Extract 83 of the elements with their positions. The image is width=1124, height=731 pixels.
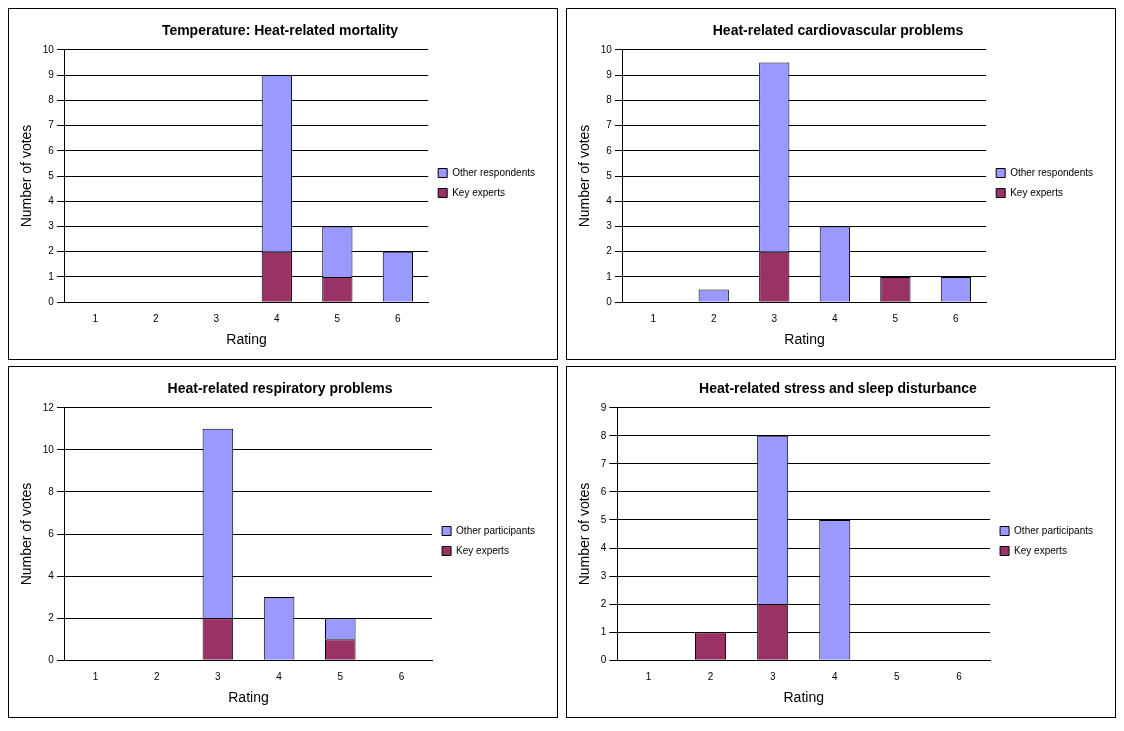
legend-label: Other respondents (452, 166, 535, 178)
x-tick-label: 5 (894, 670, 901, 682)
y-tick-label: 0 (606, 295, 613, 307)
legend-label: Other respondents (1010, 166, 1093, 178)
y-tick-label: 0 (48, 653, 55, 665)
y-tick-label: 1 (48, 270, 55, 282)
y-tick-label: 10 (42, 43, 55, 55)
y-axis-title: Number of votes (576, 482, 593, 586)
x-axis-title: Rating (228, 689, 269, 706)
y-tick-label: 6 (48, 527, 55, 539)
x-tick-label: 3 (769, 670, 776, 682)
y-tick-label: 7 (606, 119, 613, 131)
x-tick-label: 2 (153, 670, 160, 682)
y-tick-label: 0 (600, 653, 607, 665)
legend-label: Key experts (1014, 544, 1067, 556)
y-tick-label: 3 (48, 220, 55, 232)
y-tick-label: 5 (600, 513, 607, 525)
y-axis-title: Number of votes (18, 124, 35, 228)
y-tick-label: 6 (600, 485, 607, 497)
x-tick-label: 6 (956, 670, 963, 682)
y-tick-label: 0 (48, 295, 55, 307)
chart-title: Heat-related respiratory problems (167, 380, 393, 397)
y-tick-label: 7 (600, 457, 607, 469)
x-axis-title: Rating (784, 331, 825, 348)
x-tick-label: 3 (213, 312, 220, 324)
y-tick-label: 6 (48, 144, 55, 156)
x-tick-label: 2 (707, 670, 714, 682)
y-axis-title: Number of votes (576, 124, 593, 228)
x-tick-label: 1 (645, 670, 652, 682)
y-tick-label: 2 (600, 597, 607, 609)
x-tick-label: 1 (650, 312, 657, 324)
x-tick-label: 5 (334, 312, 341, 324)
x-tick-label: 4 (832, 670, 838, 682)
y-tick-label: 3 (600, 569, 607, 581)
x-tick-label: 6 (395, 312, 402, 324)
y-tick-label: 2 (48, 245, 55, 257)
y-tick-label: 7 (48, 119, 55, 131)
y-tick-label: 8 (606, 94, 613, 106)
y-tick-label: 4 (48, 569, 55, 581)
chart-title: Temperature: Heat-related mortality (161, 22, 399, 39)
x-tick-label: 4 (832, 312, 839, 324)
x-tick-label: 3 (215, 670, 222, 682)
y-tick-label: 9 (48, 68, 55, 80)
legend-label: Other participants (1014, 524, 1094, 536)
x-tick-label: 5 (892, 312, 899, 324)
legend-label: Key experts (456, 544, 509, 556)
y-tick-label: 9 (600, 401, 607, 413)
y-tick-label: 12 (42, 401, 55, 413)
y-tick-label: 9 (606, 68, 613, 80)
y-tick-label: 4 (606, 194, 613, 206)
x-tick-label: 6 (953, 312, 960, 324)
y-tick-label: 5 (48, 169, 55, 181)
y-tick-label: 8 (48, 94, 55, 106)
x-tick-label: 1 (92, 670, 99, 682)
y-tick-label: 1 (606, 270, 613, 282)
x-tick-label: 2 (152, 312, 159, 324)
y-tick-label: 4 (48, 194, 55, 206)
y-tick-label: 6 (606, 144, 613, 156)
x-tick-label: 1 (92, 312, 99, 324)
x-tick-label: 4 (274, 312, 281, 324)
chart-title: Heat-related stress and sleep disturbance (699, 380, 978, 397)
x-tick-label: 3 (771, 312, 778, 324)
legend-label: Key experts (1010, 186, 1063, 198)
y-tick-label: 8 (48, 485, 55, 497)
y-tick-label: 2 (606, 245, 613, 257)
x-tick-label: 4 (276, 670, 283, 682)
y-tick-label: 10 (600, 43, 613, 55)
x-tick-label: 2 (710, 312, 717, 324)
y-tick-label: 3 (606, 220, 613, 232)
x-axis-title: Rating (226, 331, 267, 348)
y-tick-label: 4 (600, 541, 607, 553)
y-tick-label: 8 (600, 429, 607, 441)
chart-title: Heat-related cardiovascular problems (712, 22, 964, 39)
y-axis-title: Number of votes (18, 482, 35, 586)
x-tick-label: 5 (337, 670, 344, 682)
x-tick-label: 6 (398, 670, 405, 682)
legend-label: Other participants (456, 524, 536, 536)
y-tick-label: 5 (606, 169, 613, 181)
y-tick-label: 10 (42, 443, 55, 455)
legend-label: Key experts (452, 186, 505, 198)
x-axis-title: Rating (783, 689, 824, 706)
y-tick-label: 1 (600, 625, 607, 637)
y-tick-label: 2 (48, 611, 55, 623)
